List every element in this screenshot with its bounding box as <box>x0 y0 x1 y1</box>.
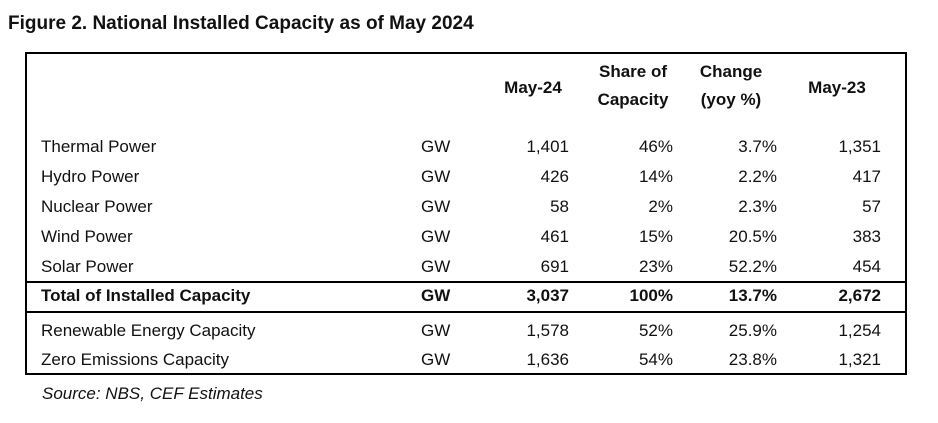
row-may24: 426 <box>540 167 569 186</box>
row-share: 2% <box>648 197 673 216</box>
row-unit: GW <box>421 137 451 156</box>
row-may24: 461 <box>540 227 569 246</box>
row-label: Wind Power <box>41 227 133 246</box>
row-unit: GW <box>421 167 451 186</box>
figure-title: Figure 2. National Installed Capacity as… <box>8 13 474 34</box>
source-note: Source: NBS, CEF Estimates <box>42 384 263 403</box>
row-label: Solar Power <box>41 257 134 276</box>
total-top-rule <box>27 281 905 283</box>
row-change: 20.5% <box>728 227 777 246</box>
row-share: 100% <box>629 286 673 305</box>
row-share: 15% <box>638 227 673 246</box>
row-label: Total of Installed Capacity <box>41 286 251 305</box>
row-label: Nuclear Power <box>41 197 153 216</box>
row-share: 52% <box>638 321 673 340</box>
row-may24: 1,401 <box>526 137 569 156</box>
row-share: 46% <box>638 137 673 156</box>
row-share: 54% <box>638 350 673 369</box>
row-may23: 1,321 <box>838 350 881 369</box>
row-unit: GW <box>421 257 451 276</box>
row-may24: 3,037 <box>526 286 569 305</box>
row-label: Zero Emissions Capacity <box>41 350 230 369</box>
row-label: Hydro Power <box>41 167 140 186</box>
row-share: 23% <box>638 257 673 276</box>
row-change: 52.2% <box>728 257 777 276</box>
row-may23: 57 <box>862 197 881 216</box>
row-unit: GW <box>421 321 451 340</box>
row-unit: GW <box>421 350 451 369</box>
row-may24: 691 <box>540 257 569 276</box>
total-bottom-rule <box>27 311 905 313</box>
row-may23: 1,254 <box>838 321 881 340</box>
row-may23: 2,672 <box>838 286 881 305</box>
row-may23: 383 <box>852 227 881 246</box>
row-may24: 58 <box>550 197 569 216</box>
row-label: Thermal Power <box>41 137 157 156</box>
row-unit: GW <box>421 197 451 216</box>
row-may24: 1,636 <box>526 350 569 369</box>
row-unit: GW <box>421 227 451 246</box>
row-may23: 417 <box>852 167 881 186</box>
row-may23: 454 <box>852 257 881 276</box>
row-share: 14% <box>638 167 673 186</box>
header-share-of-capacity: Share of Capacity <box>597 62 669 109</box>
row-label: Renewable Energy Capacity <box>41 321 256 340</box>
header-may23: May-23 <box>808 78 866 97</box>
row-unit: GW <box>421 286 451 305</box>
header-change-yoy: Change (yoy %) <box>699 62 763 109</box>
header-may24: May-24 <box>504 78 562 97</box>
capacity-table: May-24 Share of Capacity Change (yoy %) … <box>25 52 907 375</box>
row-change: 25.9% <box>728 321 777 340</box>
row-change: 23.8% <box>728 350 777 369</box>
row-change: 2.2% <box>738 167 777 186</box>
row-change: 13.7% <box>728 286 777 305</box>
row-may24: 1,578 <box>526 321 569 340</box>
row-change: 3.7% <box>738 137 777 156</box>
row-may23: 1,351 <box>838 137 881 156</box>
row-change: 2.3% <box>738 197 777 216</box>
